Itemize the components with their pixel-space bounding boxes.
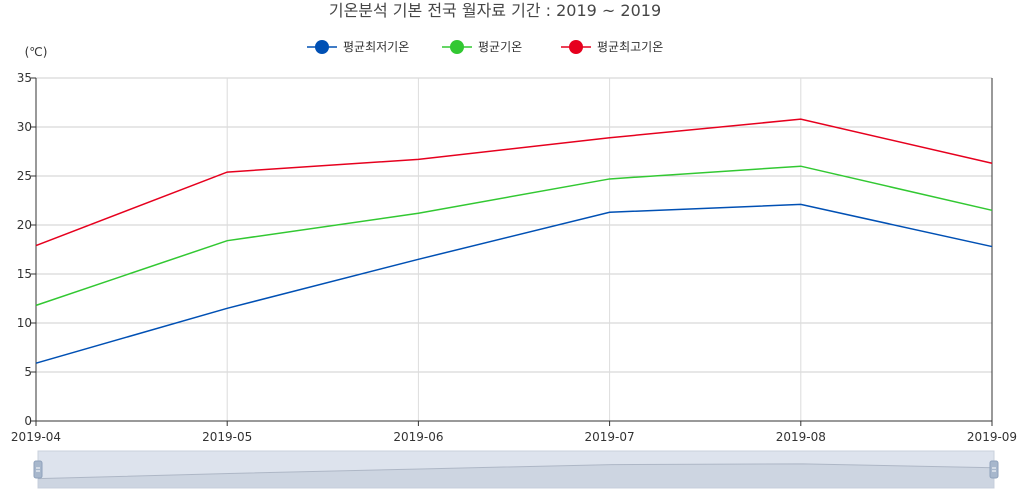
x-tick-label: 2019-09 (967, 430, 1017, 444)
y-tick-label: 30 (17, 120, 32, 134)
x-tick-label: 2019-05 (202, 430, 252, 444)
slider-preview-area (38, 463, 994, 488)
series-line-3[interactable] (35, 118, 993, 247)
y-tick-label: 35 (17, 71, 32, 85)
series-line-1[interactable] (35, 203, 993, 364)
x-tick-label: 2019-08 (776, 430, 826, 444)
slider-handle-left[interactable] (33, 460, 43, 479)
y-tick-label: 10 (17, 316, 32, 330)
x-tick-label: 2019-06 (393, 430, 443, 444)
data-zoom-slider[interactable] (33, 450, 999, 489)
legend: 평균최저기온 평균기온 평균최고기온 (307, 40, 663, 54)
legend-label: 평균최저기온 (343, 40, 409, 54)
legend-label: 평균최고기온 (597, 40, 663, 54)
y-tick-label: 25 (17, 169, 32, 183)
legend-item-2[interactable]: 평균기온 (442, 40, 522, 54)
x-tick-label: 2019-07 (585, 430, 635, 444)
legend-marker (450, 40, 464, 54)
slider-preview-line (37, 463, 995, 480)
y-axis-unit-label: (℃) (25, 45, 48, 59)
chart-title: 기온분석 기본 전국 월자료 기간 : 2019 ~ 2019 (329, 1, 661, 20)
axes: 0 5 10 15 20 25 30 35 2019-04 2019-05 2019-06 2019-… (11, 71, 1017, 444)
series-line-2[interactable] (35, 165, 993, 307)
legend-item-1[interactable]: 평균최저기온 (307, 40, 409, 54)
legend-label: 평균기온 (478, 40, 522, 54)
legend-item-3[interactable]: 평균최고기온 (561, 40, 663, 54)
slider-handle-right[interactable] (989, 460, 999, 479)
legend-marker (315, 40, 329, 54)
x-tick-label: 2019-04 (11, 430, 61, 444)
series-lines (35, 118, 993, 364)
slider-handle-grip (989, 460, 999, 479)
slider-handle-grip (33, 460, 43, 479)
legend-marker (569, 40, 583, 54)
y-tick-label: 20 (17, 218, 32, 232)
y-tick-label: 15 (17, 267, 32, 281)
y-tick-label: 5 (24, 365, 32, 379)
y-tick-label: 0 (24, 414, 32, 428)
